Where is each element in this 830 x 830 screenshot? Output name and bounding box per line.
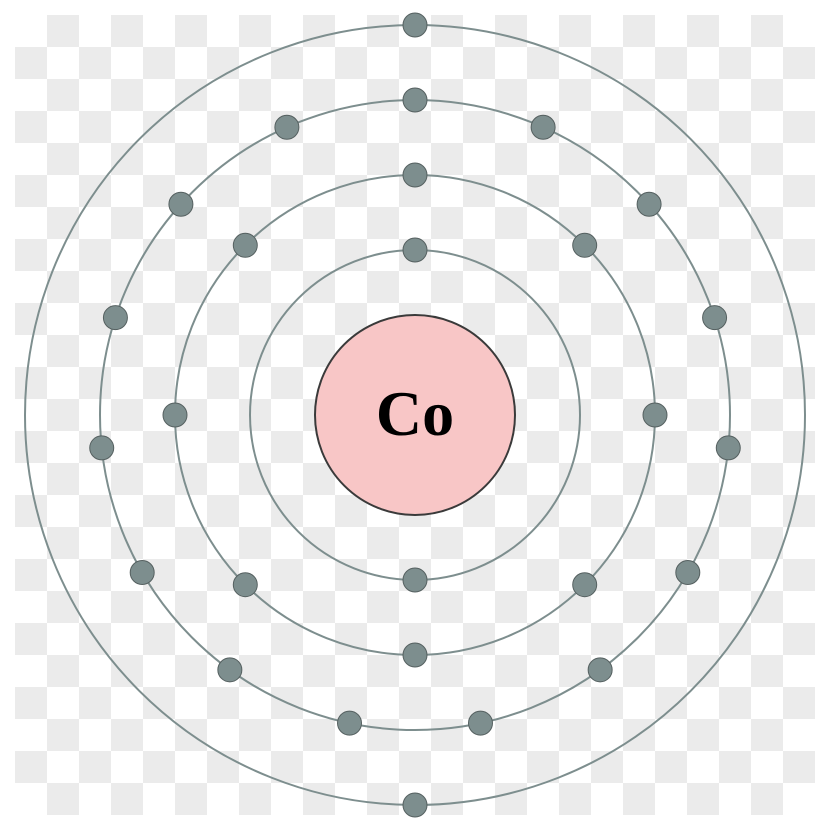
electron-shell3-6 — [676, 561, 700, 585]
electron-shell2-6 — [233, 573, 257, 597]
bohr-diagram: Co — [0, 0, 830, 830]
electron-shell3-4 — [703, 306, 727, 330]
electron-shell3-1 — [403, 88, 427, 112]
electron-shell3-9 — [338, 711, 362, 735]
electron-shell3-13 — [103, 306, 127, 330]
electron-shell2-1 — [403, 163, 427, 187]
electron-shell1-2 — [403, 568, 427, 592]
electron-shell3-8 — [468, 711, 492, 735]
electron-shell2-8 — [233, 233, 257, 257]
electron-shell2-3 — [643, 403, 667, 427]
nucleus-label-g: Co — [376, 378, 454, 449]
bohr-diagram-canvas: Co — [0, 0, 830, 830]
electron-shell3-2 — [531, 115, 555, 139]
electron-shell1-1 — [403, 238, 427, 262]
electron-shell4-1 — [403, 13, 427, 37]
electron-shell3-12 — [90, 436, 114, 460]
electron-shell3-7 — [588, 658, 612, 682]
electron-shell3-11 — [130, 561, 154, 585]
electron-shell3-14 — [169, 192, 193, 216]
electron-shell2-5 — [403, 643, 427, 667]
electron-shell3-15 — [275, 115, 299, 139]
electron-shell3-10 — [218, 658, 242, 682]
electron-shell3-5 — [716, 436, 740, 460]
element-symbol: Co — [376, 378, 454, 449]
electron-shell2-4 — [573, 573, 597, 597]
electron-shell4-2 — [403, 793, 427, 817]
electron-shell3-3 — [637, 192, 661, 216]
electron-shell2-7 — [163, 403, 187, 427]
electron-shell2-2 — [573, 233, 597, 257]
